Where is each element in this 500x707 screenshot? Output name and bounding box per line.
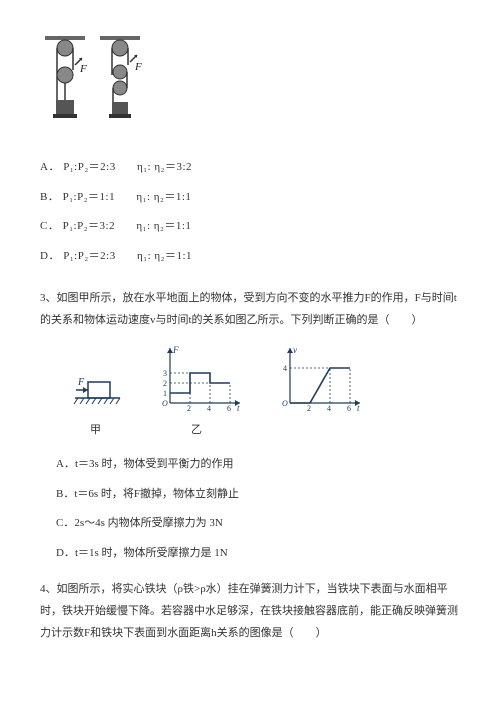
opt-text: t＝3s 时，物体受到平衡力的作用: [75, 458, 234, 470]
force-label-1: F: [79, 63, 87, 75]
caption-yi: 乙: [191, 421, 202, 441]
force-label-2: F: [134, 61, 142, 73]
q3-number: 3、: [40, 292, 57, 304]
q2-option-c: C． P₁:P₂＝3:2 η₁: η₂＝1:1: [40, 217, 460, 237]
opt-p: P₁:P₂＝3:2: [63, 220, 116, 232]
svg-text:t: t: [237, 403, 240, 413]
svg-text:2: 2: [187, 404, 191, 413]
opt-eta: η₁: η₂＝1:1: [136, 220, 191, 232]
q3-text: 3、如图甲所示，放在水平地面上的物体，受到方向不变的水平推力F的作用，F与时间t…: [40, 287, 460, 331]
svg-text:6: 6: [227, 404, 231, 413]
q3-option-c: C．2s～4s 内物体所受摩擦力为 3N: [40, 514, 460, 534]
caption-jia: 甲: [90, 421, 101, 441]
svg-text:2: 2: [307, 404, 311, 413]
opt-letter: D．: [40, 250, 60, 262]
opt-letter: C．: [40, 220, 59, 232]
opt-eta: η₁: η₂＝1:1: [136, 191, 191, 203]
q2-option-d: D． P₁:P₂＝2:3 η₁: η₂＝1:1: [40, 247, 460, 267]
q4-number: 4、: [40, 583, 57, 595]
svg-text:O: O: [282, 399, 288, 408]
fig-jia: F: [70, 358, 125, 413]
svg-text:1: 1: [163, 389, 167, 398]
opt-eta: η₁: η₂＝3:2: [137, 161, 192, 173]
svg-text:F: F: [77, 377, 85, 388]
q3-captions: 甲 乙: [90, 421, 460, 441]
q3-options: A．t＝3s 时，物体受到平衡力的作用 B．t＝6s 时，将F撤掉，物体立刻静止…: [40, 455, 460, 564]
opt-letter: D．: [56, 547, 75, 559]
pulley-svg: F F: [40, 30, 150, 130]
fig-yi-vt: v t O 4 2 4 6: [275, 343, 365, 413]
opt-letter: A．: [40, 161, 60, 173]
fig-yi-ft: F t O 1 2 3 2 4 6: [155, 343, 245, 413]
q4-body: 如图所示，将实心铁块（ρ铁>ρ水）挂在弹簧测力计下，当铁块下表面与水面相平时，铁…: [40, 583, 458, 639]
svg-text:4: 4: [283, 364, 287, 373]
svg-text:3: 3: [163, 369, 167, 378]
svg-text:2: 2: [163, 379, 167, 388]
svg-text:t: t: [357, 403, 360, 413]
opt-p: P₁:P₂＝1:1: [63, 191, 116, 203]
opt-p: P₁:P₂＝2:3: [63, 161, 116, 173]
q2-options: A． P₁:P₂＝2:3 η₁: η₂＝3:2 B． P₁:P₂＝1:1 η₁:…: [40, 158, 460, 267]
q3-figures: F F t O 1 2 3 2 4 6 v t O 4 2 4: [70, 343, 460, 413]
svg-text:6: 6: [347, 404, 351, 413]
opt-letter: A．: [56, 458, 75, 470]
svg-text:v: v: [293, 345, 297, 355]
svg-text:F: F: [172, 345, 179, 355]
opt-letter: C．: [56, 517, 74, 529]
svg-text:4: 4: [327, 404, 331, 413]
q2-option-a: A． P₁:P₂＝2:3 η₁: η₂＝3:2: [40, 158, 460, 178]
opt-text: 2s～4s 内物体所受摩擦力为 3N: [74, 517, 223, 529]
opt-text: t＝6s 时，将F撤掉，物体立刻静止: [74, 488, 239, 500]
q3-option-a: A．t＝3s 时，物体受到平衡力的作用: [40, 455, 460, 475]
opt-p: P₁:P₂＝2:3: [63, 250, 116, 262]
svg-text:4: 4: [207, 404, 211, 413]
q4-text: 4、如图所示，将实心铁块（ρ铁>ρ水）挂在弹簧测力计下，当铁块下表面与水面相平时…: [40, 578, 460, 644]
q3-option-d: D．t＝1s 时，物体所受摩擦力是 1N: [40, 544, 460, 564]
opt-letter: B．: [40, 191, 59, 203]
q3-body: 如图甲所示，放在水平地面上的物体，受到方向不变的水平推力F的作用，F与时间t的关…: [40, 292, 457, 326]
q3-option-b: B．t＝6s 时，将F撤掉，物体立刻静止: [40, 485, 460, 505]
q2-pulley-figure: F F: [40, 30, 460, 138]
opt-text: t＝1s 时，物体所受摩擦力是 1N: [75, 547, 228, 559]
opt-eta: η₁: η₂＝1:1: [137, 250, 192, 262]
svg-text:O: O: [162, 399, 168, 408]
q2-option-b: B． P₁:P₂＝1:1 η₁: η₂＝1:1: [40, 188, 460, 208]
opt-letter: B．: [56, 488, 74, 500]
